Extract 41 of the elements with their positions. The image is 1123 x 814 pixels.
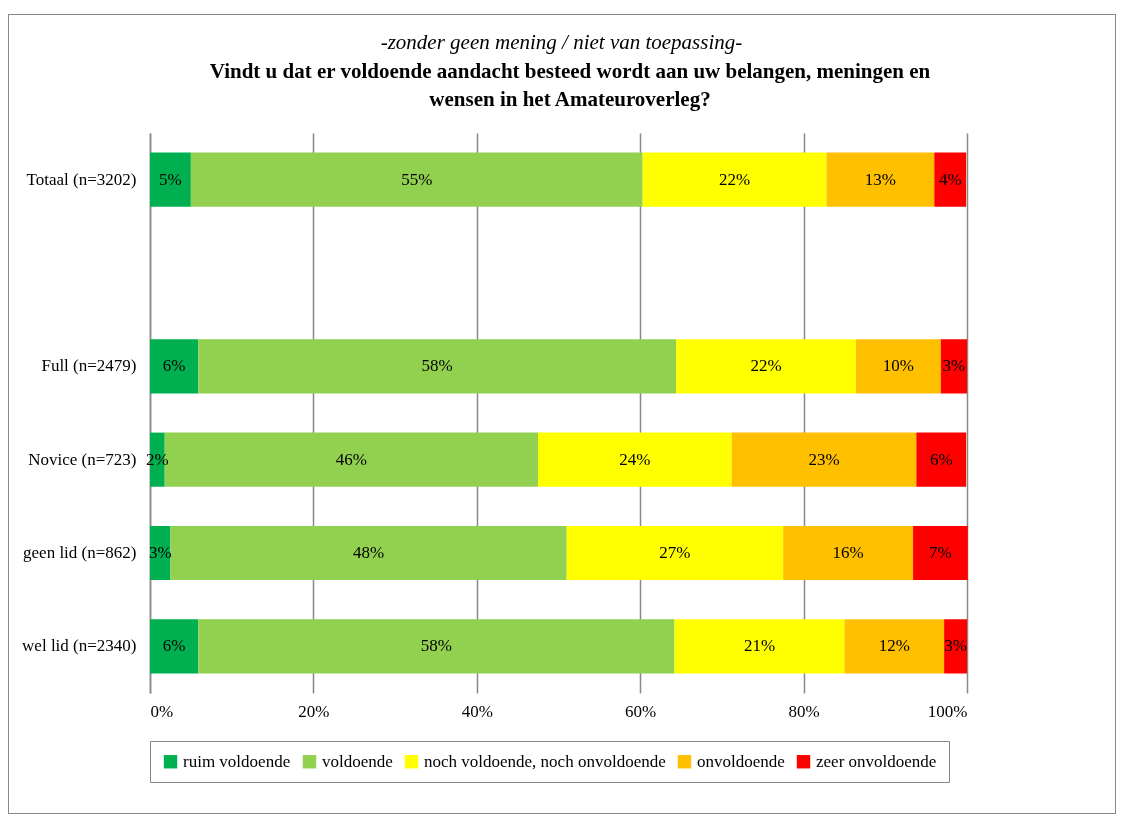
data-label: 27% bbox=[659, 543, 691, 562]
y-tick-label: geen lid (n=862) bbox=[23, 543, 137, 562]
data-label: 3% bbox=[944, 636, 967, 656]
data-label: 22% bbox=[750, 356, 782, 376]
data-label: 4% bbox=[938, 169, 962, 189]
chart-title: Vindt u dat er voldoende aandacht besteed wordt aan uw belangen, meningen en wensen in het Amateuroverleg? bbox=[208, 58, 932, 113]
data-label: 48% bbox=[352, 543, 385, 562]
x-tick-label: 40% bbox=[461, 701, 493, 721]
y-tick-label: Totaal (n=3202) bbox=[26, 169, 137, 189]
data-label: 23% bbox=[808, 449, 840, 469]
data-label: 12% bbox=[878, 636, 910, 656]
x-tick-label: 60% bbox=[625, 701, 657, 721]
data-label: 58% bbox=[420, 636, 452, 656]
legend-label: ruim voldoende bbox=[183, 751, 291, 771]
data-label: 16% bbox=[832, 543, 864, 562]
data-label: 6% bbox=[929, 449, 953, 469]
y-tick-label: wel lid (n=2340) bbox=[22, 636, 137, 656]
data-label: 46% bbox=[335, 449, 367, 469]
legend-label: noch voldoende, noch onvoldoende bbox=[424, 751, 666, 771]
data-label: 55% bbox=[401, 169, 433, 189]
data-label: 10% bbox=[882, 356, 914, 376]
legend-label: voldoende bbox=[322, 751, 393, 771]
data-label: 21% bbox=[743, 636, 776, 656]
data-label: 22% bbox=[718, 169, 751, 189]
data-label: 3% bbox=[942, 356, 966, 376]
y-tick-label: Novice (n=723) bbox=[28, 449, 137, 469]
data-label: 24% bbox=[619, 449, 651, 469]
legend-label: zeer onvoldoende bbox=[816, 751, 937, 771]
data-label: 58% bbox=[421, 356, 453, 376]
data-label: 6% bbox=[162, 636, 186, 656]
x-tick-label: 100% bbox=[927, 701, 968, 721]
x-tick-label: 20% bbox=[298, 701, 330, 721]
x-tick-label: 80% bbox=[788, 701, 820, 721]
legend-label: onvoldoende bbox=[697, 751, 785, 771]
data-label: 13% bbox=[864, 169, 896, 189]
data-label: 5% bbox=[159, 169, 182, 189]
data-label: 7% bbox=[929, 543, 952, 562]
data-label: 6% bbox=[162, 356, 186, 376]
chart-subtitle: -zonder geen mening / niet van toepassing- bbox=[379, 30, 744, 55]
x-tick-label: 0% bbox=[150, 701, 174, 721]
y-tick-label: Full (n=2479) bbox=[41, 356, 137, 376]
